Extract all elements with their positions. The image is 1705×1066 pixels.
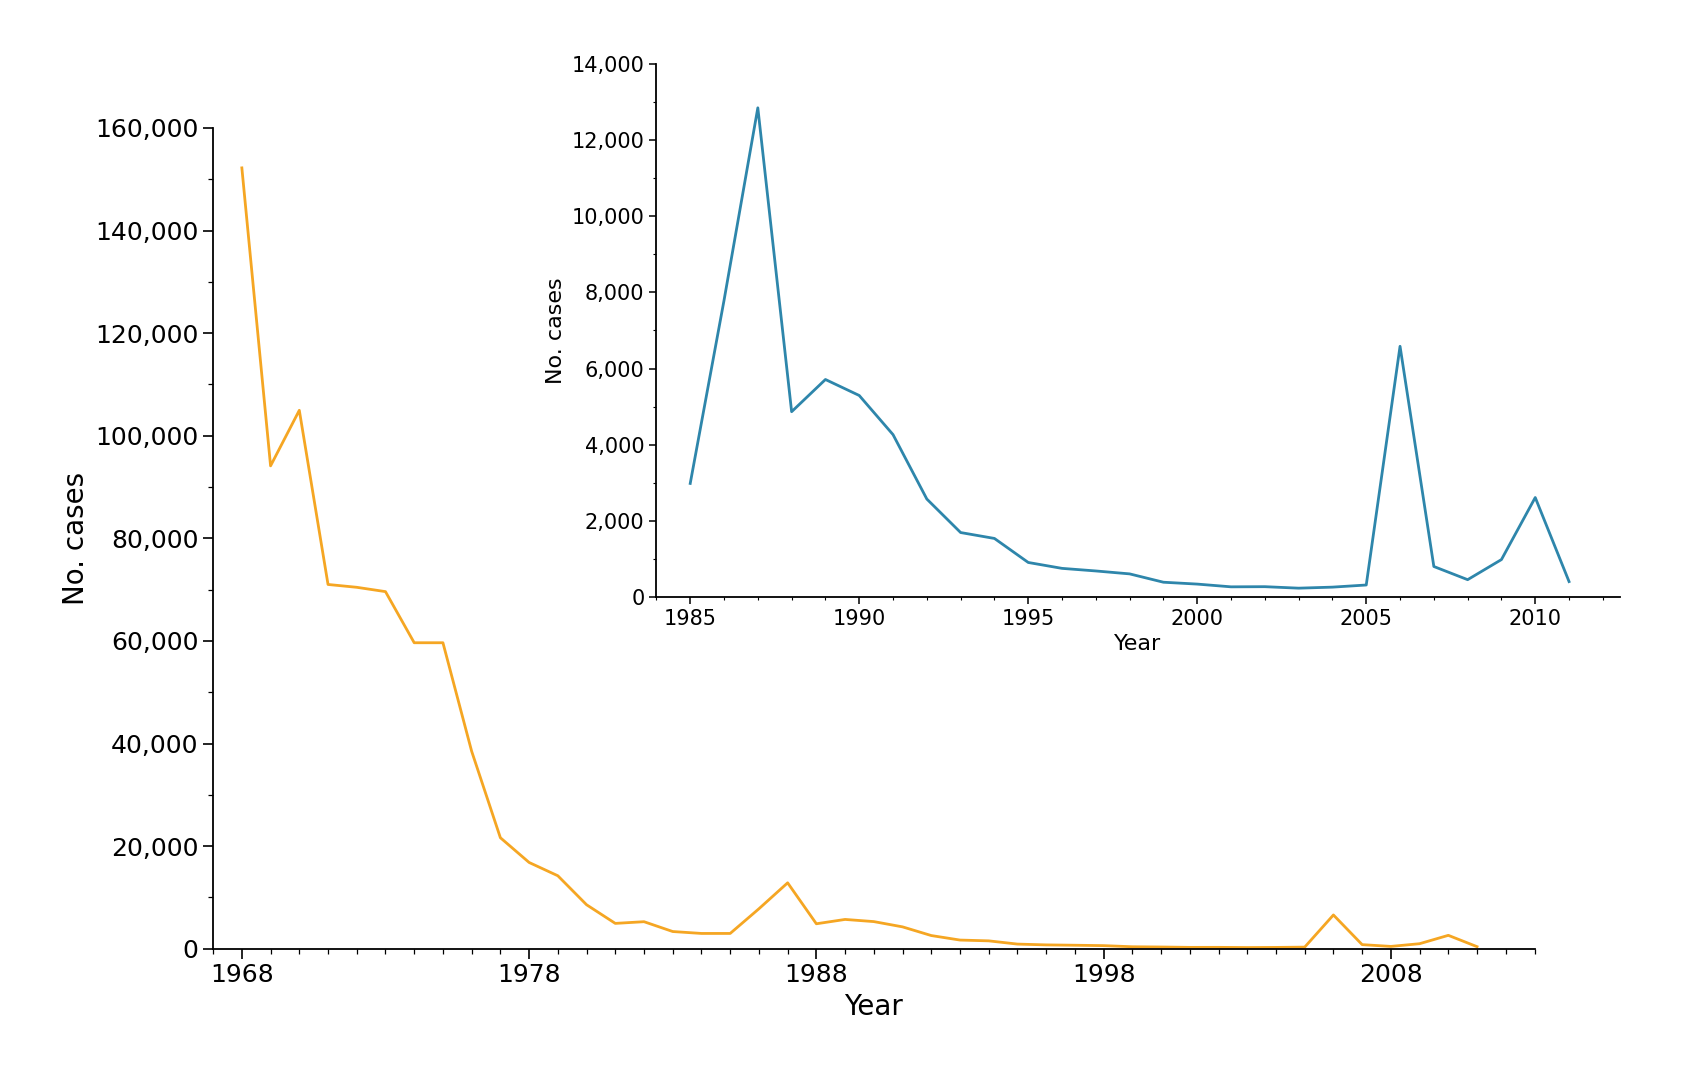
Y-axis label: No. cases: No. cases: [546, 277, 566, 384]
X-axis label: Year: Year: [1115, 634, 1161, 655]
X-axis label: Year: Year: [844, 992, 904, 1021]
Y-axis label: No. cases: No. cases: [61, 472, 90, 604]
